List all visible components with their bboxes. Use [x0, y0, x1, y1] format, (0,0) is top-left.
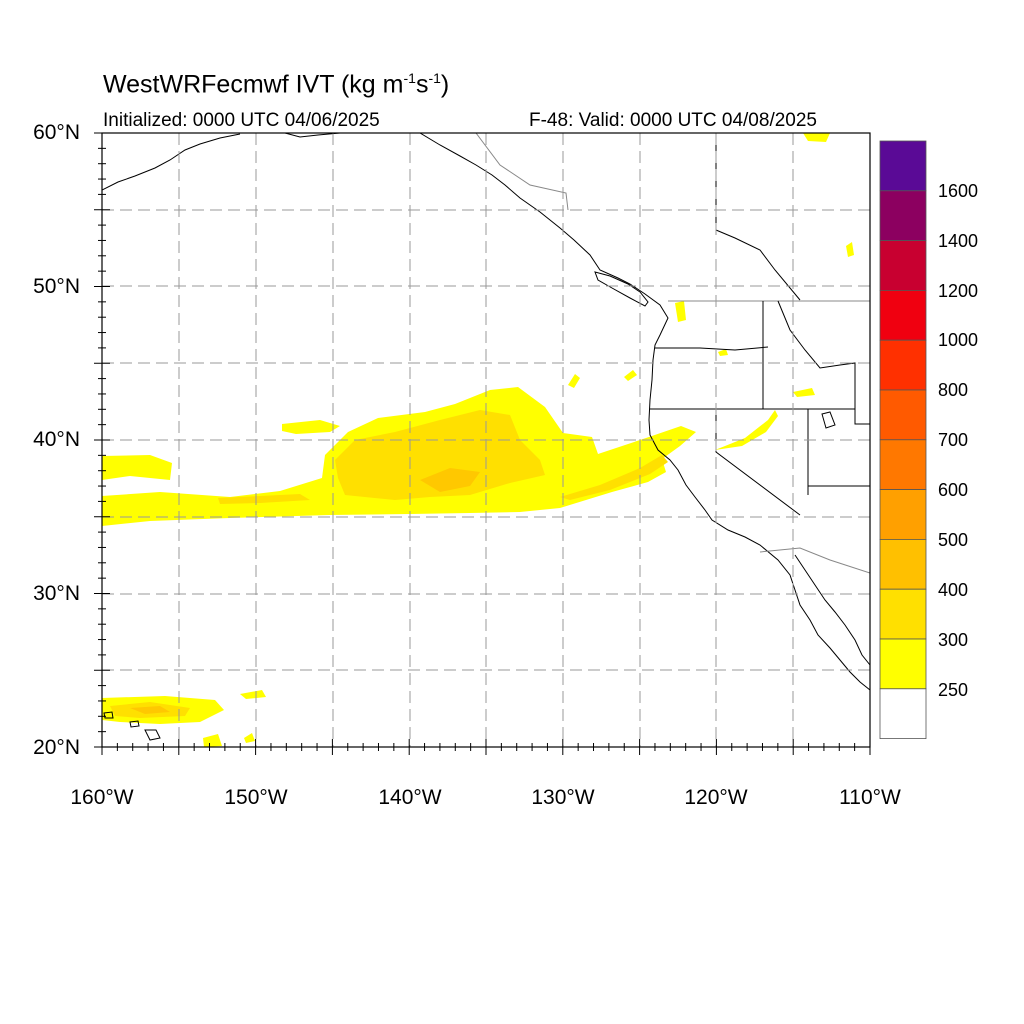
lon-label-150w: 150°W: [224, 786, 288, 809]
alaska-bc-border: [475, 133, 569, 211]
ivt-band-250: [846, 242, 854, 257]
ivt-band-250: [675, 301, 686, 322]
colorbar-swatch: [879, 439, 927, 490]
ivt-band-250: [568, 374, 580, 388]
ivt-band-250: [793, 388, 815, 397]
lat-label-40: 40°N: [33, 428, 80, 451]
colorbar-label: 800: [938, 380, 969, 400]
colorbar-label: 700: [938, 430, 969, 450]
ivt-band-250: [240, 690, 266, 699]
colorbar-swatch: [879, 588, 927, 640]
colorbar-label: 1400: [938, 231, 979, 251]
colorbar-swatch: [879, 140, 927, 192]
lon-label-130w: 130°W: [531, 786, 595, 809]
canada-east-line: [715, 133, 801, 301]
ivt-band-300: [560, 455, 668, 500]
map-title: WestWRFecmwf IVT (kg m-1s-1): [103, 70, 450, 99]
ivt-band-250: [282, 420, 340, 434]
colorbar-label: 500: [938, 530, 969, 550]
ivt-band-300: [218, 494, 310, 504]
colorbar-swatch: [879, 539, 927, 590]
ivt-band-400: [130, 706, 170, 714]
colorbar-label: 400: [938, 580, 969, 600]
ivt-band-250: [624, 370, 637, 381]
alaska-coast-line: [102, 133, 241, 191]
gridlines: [102, 133, 870, 747]
colorbar-swatch: [879, 638, 927, 690]
lake-line: [821, 411, 836, 429]
colorbar-label: 1600: [938, 181, 979, 201]
colorbar-label: 300: [938, 630, 969, 650]
colorbar-label: 600: [938, 480, 969, 500]
valid-time-label: F-48: Valid: 0000 UTC 04/08/2025: [529, 110, 817, 131]
colorbar-swatch: [879, 688, 927, 739]
colorbar-swatch: [879, 489, 927, 540]
west-coast-line: [419, 133, 870, 691]
colorbar-swatch: [879, 190, 927, 242]
baja-line: [794, 554, 870, 666]
colorbar-swatch: [879, 339, 927, 391]
california-nevada-border: [715, 409, 801, 516]
mexico-border: [759, 547, 870, 574]
lon-label-140w: 140°W: [378, 786, 442, 809]
lon-label-160w: 160°W: [70, 786, 134, 809]
lat-label-50: 50°N: [33, 275, 80, 298]
colorbar-label: 1000: [938, 330, 979, 350]
ivt-band-400: [420, 468, 480, 492]
ivt-band-250: [244, 733, 255, 743]
lon-label-110w: 110°W: [839, 786, 901, 809]
ivt-band-250: [718, 349, 728, 356]
lon-label-120w: 120°W: [684, 786, 748, 809]
oregon-washington-border: [655, 346, 769, 351]
ivt-band-250: [203, 734, 222, 747]
initialized-label: Initialized: 0000 UTC 04/06/2025: [103, 110, 380, 131]
ivt-shading: [102, 133, 854, 747]
lat-label-30: 30°N: [33, 582, 80, 605]
ivt-band-250: [102, 455, 172, 480]
colorbar-label: 1200: [938, 281, 979, 301]
colorbar-label: 250: [938, 680, 969, 700]
ivt-band-250: [803, 133, 830, 142]
gulf-alaska-line: [284, 133, 341, 138]
ivt-band-300: [335, 410, 545, 500]
vancouver-island-line: [594, 271, 649, 307]
ivt-band-250: [715, 410, 778, 450]
lat-label-20: 20°N: [33, 736, 80, 759]
colorbar: [879, 140, 927, 739]
colorbar-swatch: [879, 289, 927, 341]
colorbar-swatch: [879, 240, 927, 291]
lat-label-60: 60°N: [33, 121, 80, 144]
coastlines: [102, 133, 870, 741]
colorbar-swatch: [879, 389, 927, 441]
axis-ticks: [94, 132, 871, 755]
